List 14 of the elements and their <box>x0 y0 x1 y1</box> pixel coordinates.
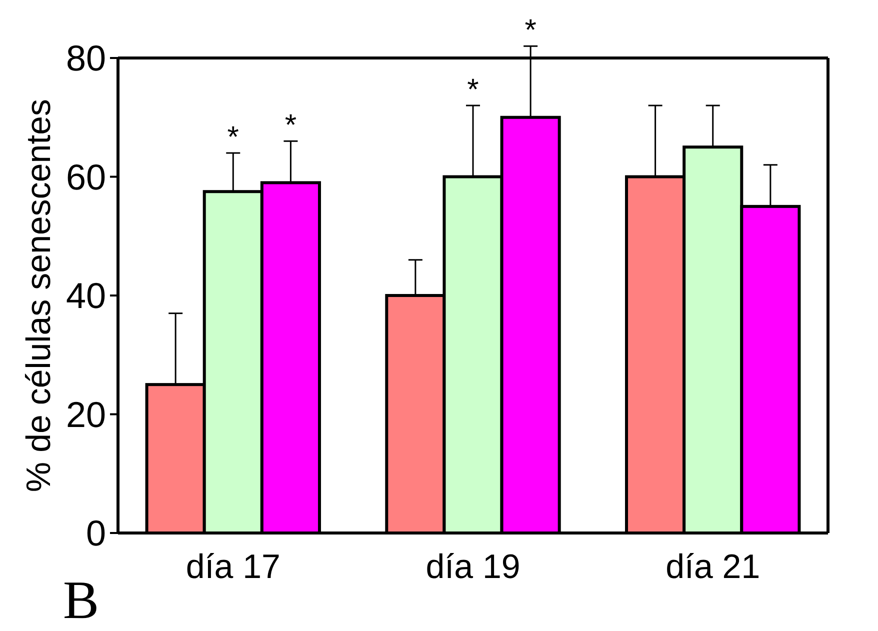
y-tick-label: 0 <box>86 512 106 554</box>
y-tick-label: 20 <box>66 394 106 435</box>
y-tick-label: 60 <box>66 156 106 198</box>
x-tick-label: día 17 <box>186 548 280 586</box>
x-tick-label: día 21 <box>666 548 760 586</box>
annotation: * <box>227 121 240 154</box>
annotation: * <box>524 14 537 48</box>
annotation: * <box>284 109 297 142</box>
annotation: * <box>467 74 480 106</box>
text: B <box>63 570 100 630</box>
x-tick-label: día 19 <box>426 548 520 586</box>
y-axis-title: % de células senescentes <box>20 98 58 492</box>
y-tick-label: 80 <box>66 38 106 79</box>
y-tick-label: 40 <box>66 275 106 316</box>
